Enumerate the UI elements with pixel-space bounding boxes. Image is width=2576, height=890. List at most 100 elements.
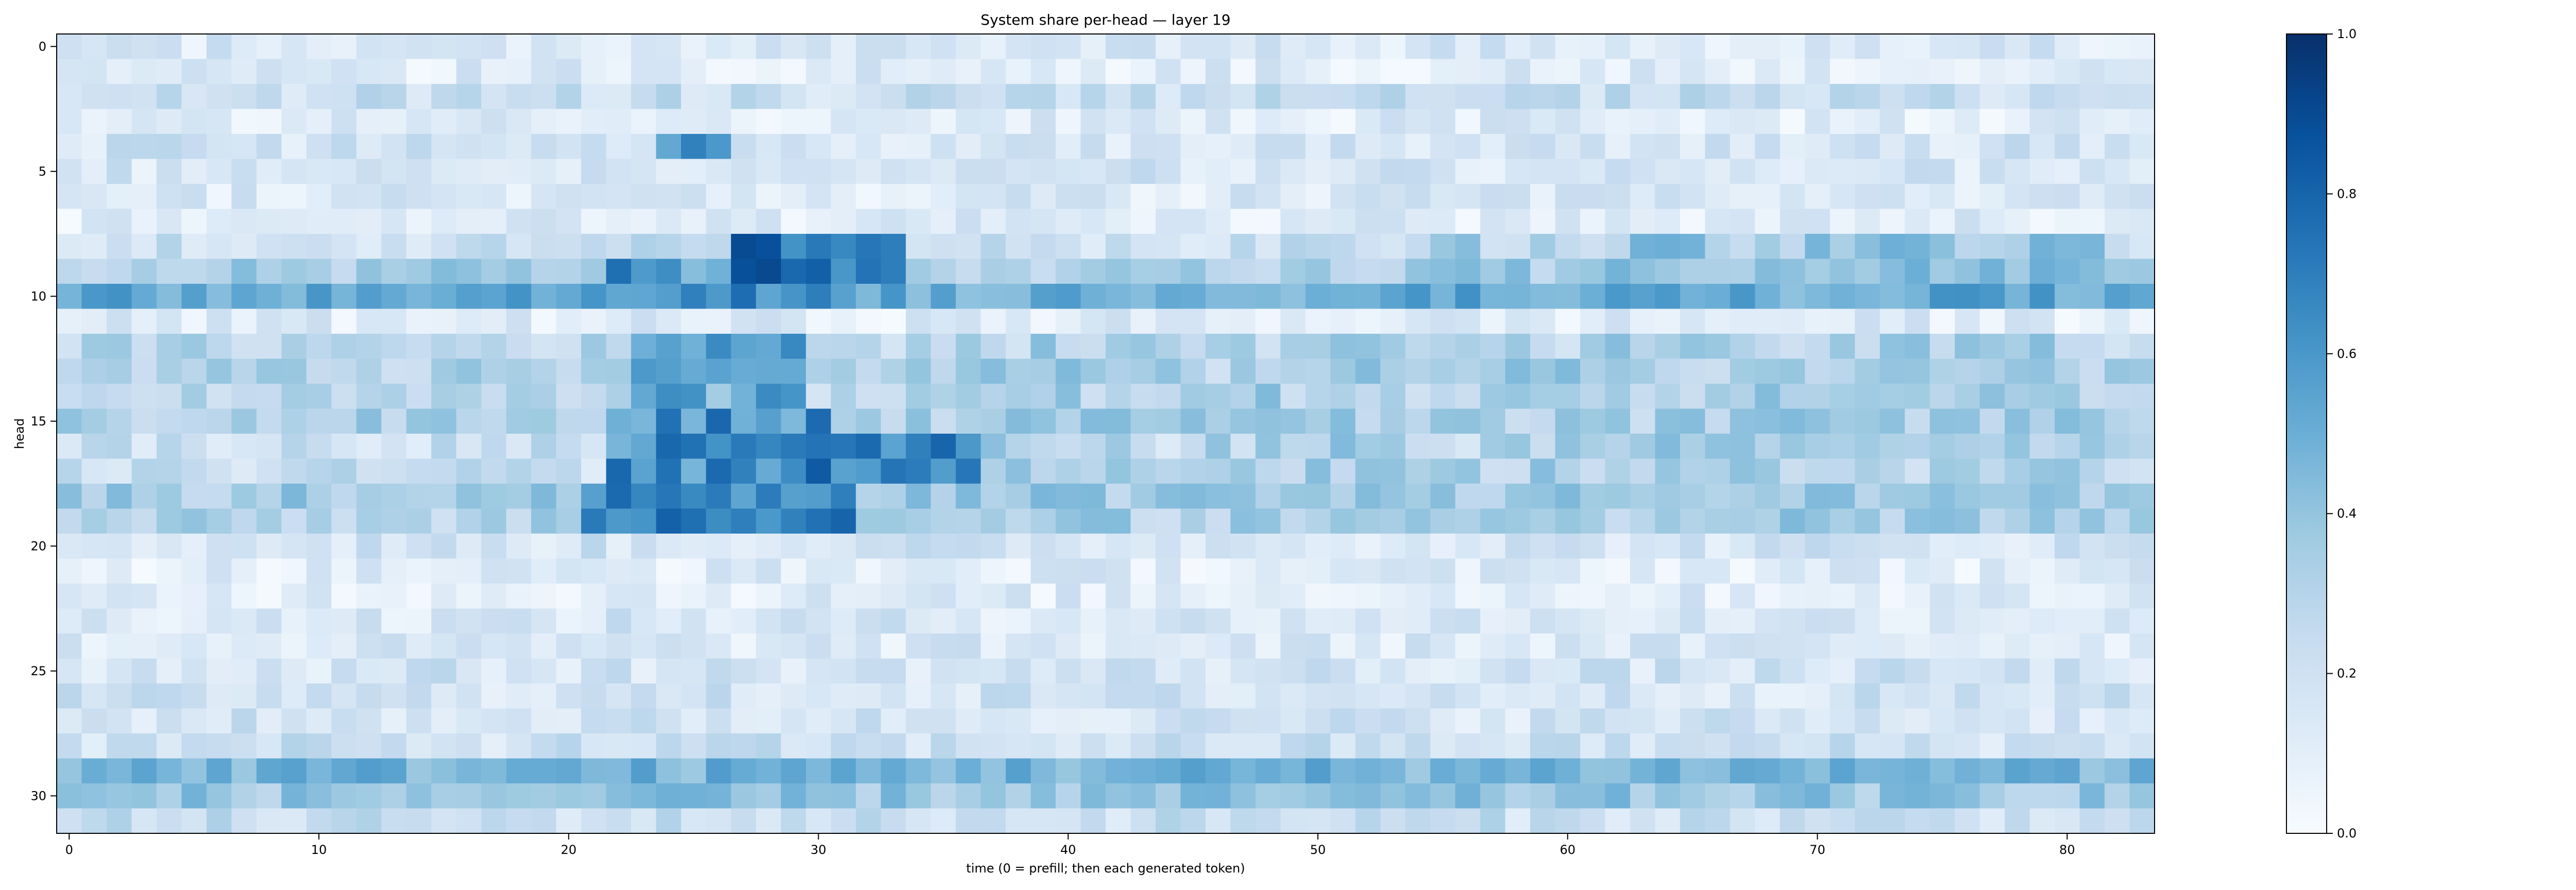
heatmap-cell [1006, 34, 1031, 60]
plot-frame [56, 33, 2155, 834]
heatmap-cell [406, 184, 432, 210]
heatmap-cell [2105, 358, 2130, 384]
heatmap-cell [231, 683, 257, 709]
heatmap-cell [781, 558, 806, 584]
heatmap-cell [1680, 259, 1706, 284]
heatmap-cell [1255, 259, 1281, 284]
heatmap-cell [331, 508, 357, 534]
heatmap-cell [57, 783, 82, 809]
heatmap-cell [1205, 334, 1231, 360]
heatmap-cell [706, 458, 732, 484]
x-tick-label: 70 [1809, 843, 1825, 857]
heatmap-cell [1056, 384, 1081, 409]
heatmap-cell [1130, 658, 1156, 684]
heatmap-cell [1130, 458, 1156, 484]
heatmap-cell [456, 59, 482, 84]
heatmap-cell [706, 758, 732, 784]
heatmap-cell [980, 184, 1006, 210]
heatmap-cell [481, 34, 507, 60]
heatmap-cell [306, 109, 332, 134]
heatmap-cell [1255, 159, 1281, 184]
heatmap-cell [57, 758, 82, 784]
heatmap-cell [1405, 808, 1431, 834]
heatmap-cell [1630, 634, 1656, 659]
heatmap-cell [956, 384, 981, 409]
heatmap-cell [1305, 733, 1331, 759]
heatmap-cell [2055, 59, 2080, 84]
heatmap-cell [1006, 234, 1031, 260]
heatmap-cells [57, 34, 2155, 834]
heatmap-cell [1030, 508, 1056, 534]
heatmap-cell [181, 783, 207, 809]
heatmap-cell [1929, 584, 1955, 609]
heatmap-cell [681, 534, 706, 559]
heatmap-cell [181, 458, 207, 484]
heatmap-cell [831, 608, 856, 634]
heatmap-cell [906, 309, 931, 334]
heatmap-cell [1455, 159, 1481, 184]
heatmap-cell [956, 334, 981, 360]
heatmap-cell [256, 109, 282, 134]
heatmap-cell [1180, 234, 1206, 260]
heatmap-cell [906, 608, 931, 634]
heatmap-cell [1879, 284, 1905, 310]
heatmap-cell [1405, 284, 1431, 310]
heatmap-cell [456, 209, 482, 234]
heatmap-cell [1705, 334, 1731, 360]
heatmap-cell [2129, 358, 2155, 384]
heatmap-cell [1155, 334, 1181, 360]
heatmap-cell [456, 358, 482, 384]
heatmap-cell [406, 758, 432, 784]
heatmap-cell [1680, 34, 1706, 60]
heatmap-cell [81, 758, 107, 784]
heatmap-cell [1130, 358, 1156, 384]
heatmap-cell [1955, 458, 1980, 484]
heatmap-cell [356, 508, 382, 534]
heatmap-cell [81, 708, 107, 734]
heatmap-cell [1855, 608, 1880, 634]
heatmap-cell [1630, 159, 1656, 184]
heatmap-cell [1705, 708, 1731, 734]
heatmap-cell [1630, 209, 1656, 234]
heatmap-cell [1905, 508, 1930, 534]
x-tick-label: 80 [2059, 843, 2075, 857]
heatmap-cell [1056, 59, 1081, 84]
heatmap-cell [106, 484, 132, 509]
heatmap-cell [1230, 558, 1256, 584]
heatmap-cell [2029, 708, 2055, 734]
heatmap-cell [556, 534, 582, 559]
heatmap-cell [731, 234, 756, 260]
heatmap-cell [1655, 59, 1681, 84]
heatmap-cell [57, 458, 82, 484]
heatmap-cell [606, 634, 632, 659]
heatmap-cell [406, 434, 432, 459]
heatmap-cell [356, 758, 382, 784]
heatmap-cell [1829, 733, 1855, 759]
heatmap-cell [1255, 234, 1281, 260]
heatmap-cell [1929, 184, 1955, 210]
heatmap-cell [631, 584, 657, 609]
heatmap-cell [806, 733, 832, 759]
heatmap-cell [906, 634, 931, 659]
heatmap-cell [631, 134, 657, 160]
heatmap-cell [1080, 334, 1106, 360]
heatmap-cell [1180, 59, 1206, 84]
heatmap-cell [431, 209, 457, 234]
heatmap-cell [831, 708, 856, 734]
heatmap-cell [2055, 733, 2080, 759]
heatmap-cell [731, 34, 756, 60]
heatmap-cell [1555, 733, 1581, 759]
heatmap-cell [930, 59, 956, 84]
heatmap-cell [1405, 384, 1431, 409]
heatmap-cell [781, 334, 806, 360]
heatmap-cell [930, 384, 956, 409]
heatmap-cell [1080, 159, 1106, 184]
heatmap-cell [2129, 284, 2155, 310]
heatmap-cell [481, 209, 507, 234]
heatmap-cell [581, 658, 607, 684]
heatmap-cell [356, 808, 382, 834]
heatmap-cell [1705, 484, 1731, 509]
heatmap-cell [506, 534, 532, 559]
heatmap-cell [1580, 209, 1606, 234]
heatmap-cell [1955, 484, 1980, 509]
